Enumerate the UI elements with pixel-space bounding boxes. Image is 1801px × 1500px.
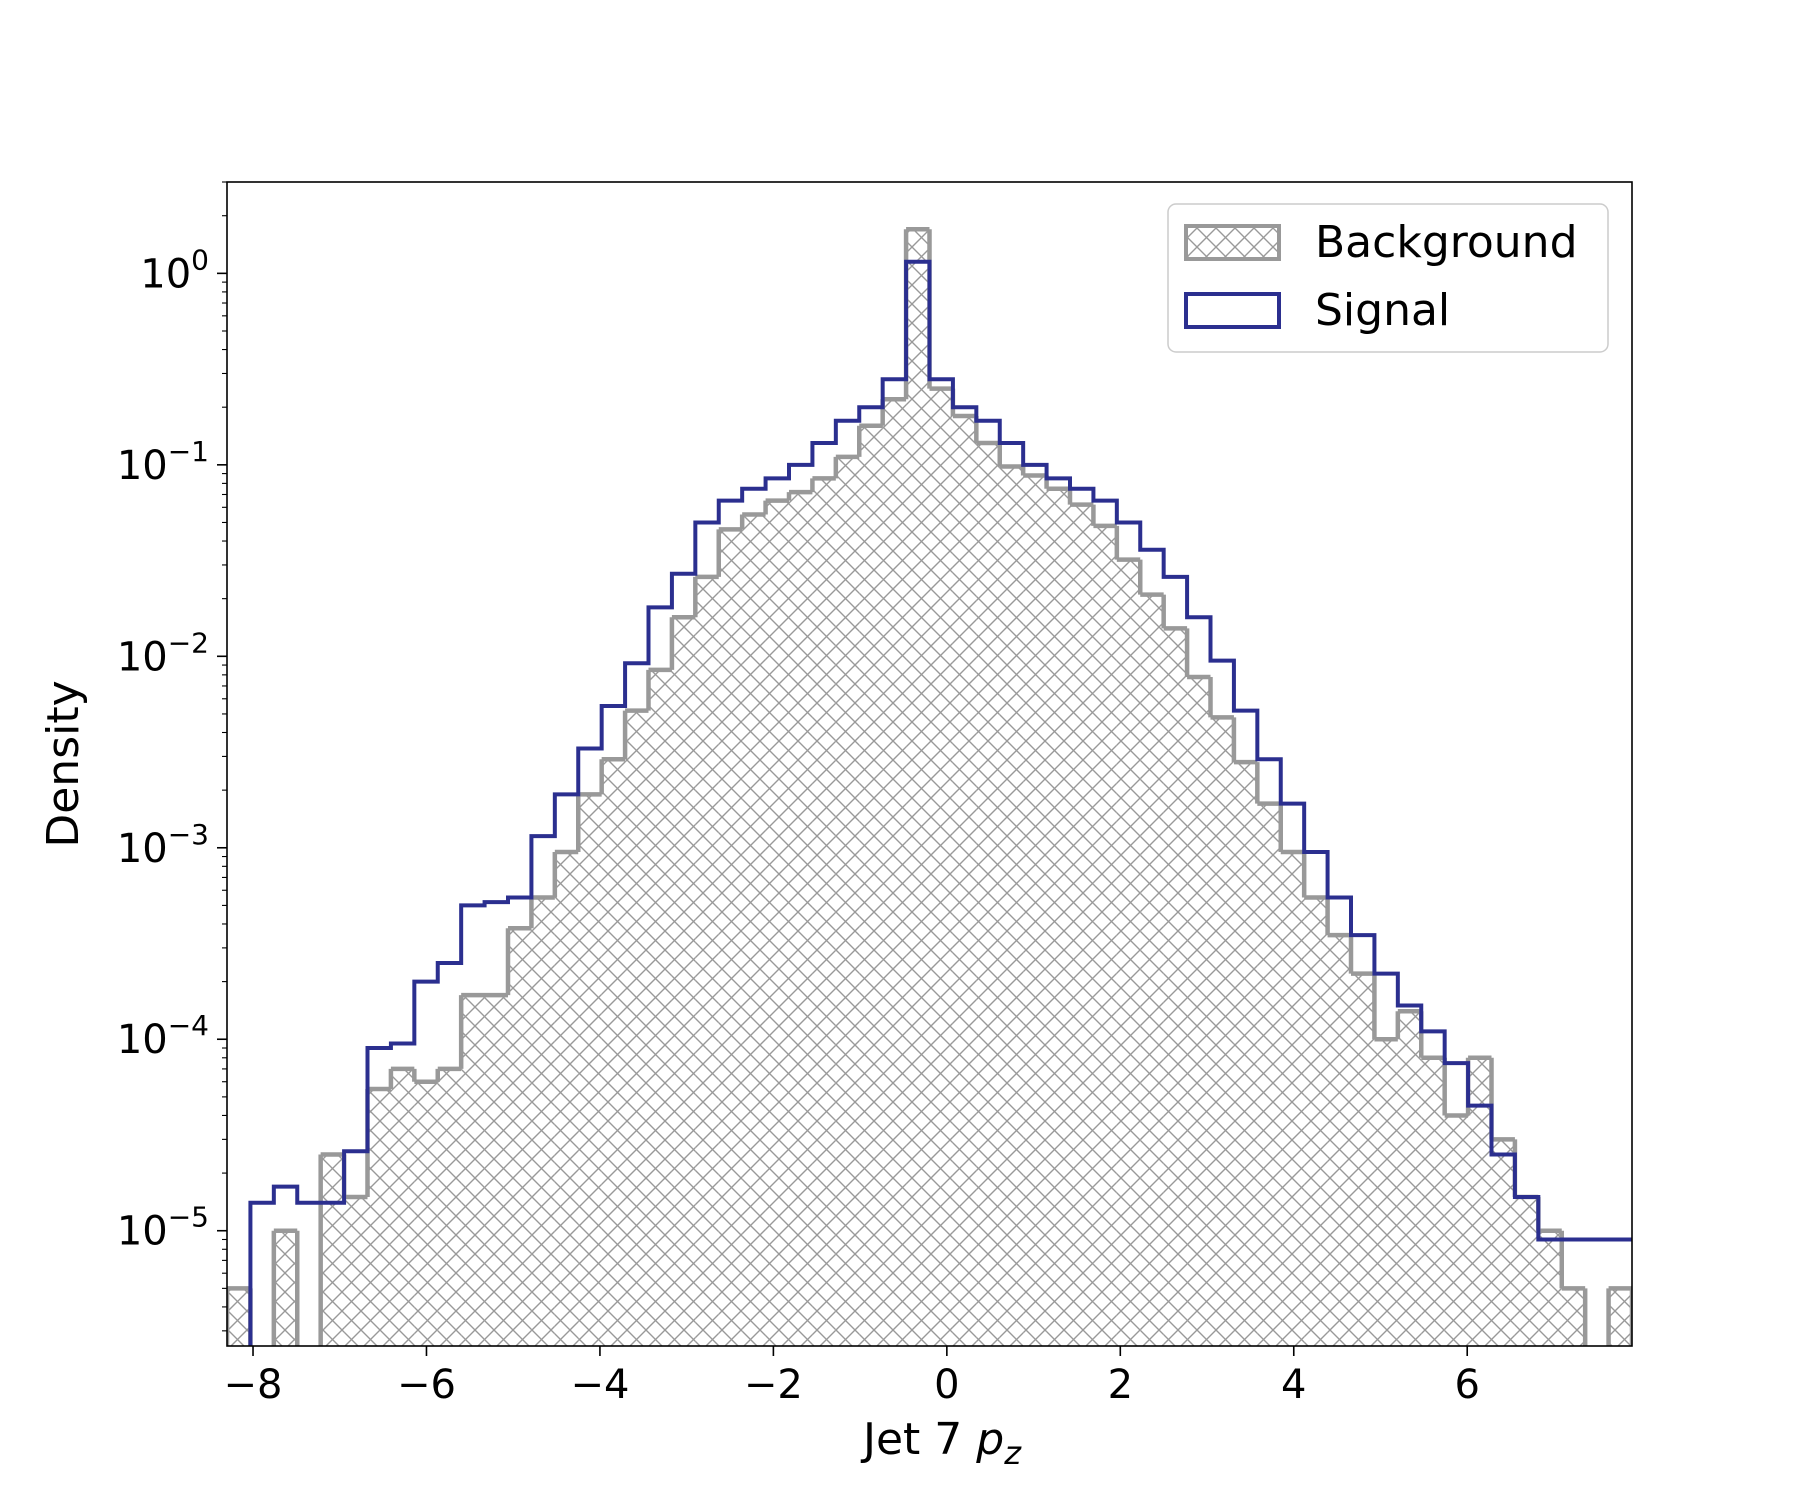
background-bar — [1023, 475, 1047, 1346]
legend-label-signal: Signal — [1315, 285, 1450, 336]
background-bar — [508, 928, 532, 1346]
background-bar — [695, 576, 719, 1346]
x-axis-label-subscript: z — [1003, 1434, 1022, 1472]
legend-label-background: Background — [1315, 217, 1578, 268]
x-axis: −8 −6 −4 −2 0 2 4 6 — [224, 1346, 1480, 1408]
series-background — [227, 226, 1632, 1346]
background-bar — [554, 852, 579, 1346]
background-bar — [414, 1081, 438, 1346]
background-bar — [390, 1068, 415, 1346]
background-bar — [789, 492, 813, 1346]
background-bar — [344, 1197, 368, 1346]
background-bar — [1514, 1197, 1539, 1346]
background-bar — [882, 399, 907, 1346]
background-bar — [999, 466, 1024, 1346]
y-tick-label-base: 10 — [117, 1209, 168, 1255]
background-bar — [1187, 676, 1211, 1346]
background-bar — [1163, 628, 1188, 1346]
background-bar — [906, 229, 930, 1346]
y-tick-label-exponent: 0 — [191, 243, 209, 276]
x-axis-label-text: Jet 7 — [860, 1414, 962, 1465]
background-bar — [1608, 1288, 1632, 1346]
y-tick-label-exponent: −2 — [168, 626, 209, 659]
background-bar — [437, 1068, 462, 1346]
background-bar — [929, 388, 953, 1346]
legend: Background Signal — [1167, 203, 1609, 353]
background-bar — [718, 529, 743, 1346]
background-bar — [1257, 803, 1281, 1346]
background-bar — [1374, 1039, 1398, 1346]
background-bar — [531, 897, 555, 1346]
background-bar — [1116, 559, 1141, 1346]
background-bar — [227, 1288, 251, 1346]
background-bar — [765, 500, 789, 1346]
series-layer — [227, 226, 1632, 1346]
x-tick-label: 6 — [1454, 1362, 1479, 1408]
background-bar — [1233, 762, 1258, 1346]
y-tick-label: 10−2 — [117, 626, 209, 680]
background-bar — [1351, 973, 1375, 1346]
background-bar — [578, 794, 602, 1346]
background-bar — [1093, 525, 1117, 1346]
y-tick-label-base: 10 — [140, 251, 191, 297]
x-tick-label: −6 — [397, 1362, 456, 1408]
y-tick-label: 10−1 — [117, 435, 209, 489]
background-bar — [952, 415, 977, 1346]
y-tick-label-base: 10 — [117, 634, 168, 680]
background-bar — [1280, 852, 1305, 1346]
background-bar — [273, 1230, 298, 1346]
y-tick-label-exponent: −4 — [168, 1009, 209, 1042]
background-bar — [1397, 1011, 1422, 1346]
legend-swatch-background — [1184, 224, 1281, 261]
y-tick-label-base: 10 — [117, 443, 168, 489]
x-tick-label: −4 — [570, 1362, 629, 1408]
background-bar — [812, 478, 836, 1346]
background-bar — [461, 995, 485, 1346]
y-tick-label-exponent: −5 — [168, 1201, 209, 1234]
plot-frame — [226, 181, 1633, 1347]
background-bar — [1444, 1115, 1469, 1346]
background-bar — [1468, 1057, 1492, 1346]
background-bar — [1304, 897, 1328, 1346]
y-tick-label-base: 10 — [117, 1017, 168, 1063]
background-bar — [484, 995, 508, 1346]
y-tick-label-exponent: −3 — [168, 818, 209, 851]
background-bar — [648, 669, 672, 1346]
x-tick-label: 2 — [1108, 1362, 1133, 1408]
background-bar — [671, 617, 696, 1346]
x-axis-label-math: p — [975, 1414, 1004, 1465]
background-bar — [742, 514, 766, 1346]
background-bar — [976, 443, 1000, 1346]
y-tick-label: 100 — [140, 243, 209, 297]
background-bar — [367, 1088, 391, 1346]
x-tick-label: 0 — [934, 1362, 959, 1408]
background-bar — [1046, 488, 1070, 1346]
background-bar — [1140, 594, 1164, 1346]
background-bar — [1327, 935, 1351, 1346]
x-axis-label: Jet 7 pz — [860, 1414, 1022, 1472]
x-tick-label: 4 — [1281, 1362, 1306, 1408]
background-bar — [601, 759, 626, 1346]
legend-swatch-signal — [1184, 292, 1281, 329]
y-axis-label: Density — [38, 680, 89, 847]
y-tick-label-exponent: −1 — [168, 435, 209, 468]
x-tick-label: −8 — [224, 1362, 283, 1408]
background-bar — [859, 425, 883, 1346]
background-bar — [625, 710, 649, 1346]
background-bar — [835, 456, 860, 1346]
background-bar — [1538, 1230, 1562, 1346]
background-bar — [1421, 1057, 1445, 1346]
background-bar — [1070, 504, 1094, 1346]
y-tick-label: 10−5 — [117, 1201, 209, 1255]
background-bar — [1491, 1139, 1515, 1346]
x-tick-label: −2 — [744, 1362, 803, 1408]
y-tick-label: 10−3 — [117, 818, 209, 872]
background-bar — [1561, 1288, 1586, 1346]
series-signal — [248, 259, 1632, 1346]
y-tick-label-base: 10 — [117, 826, 168, 872]
y-tick-label: 10−4 — [117, 1009, 209, 1063]
background-bar — [1210, 717, 1234, 1346]
